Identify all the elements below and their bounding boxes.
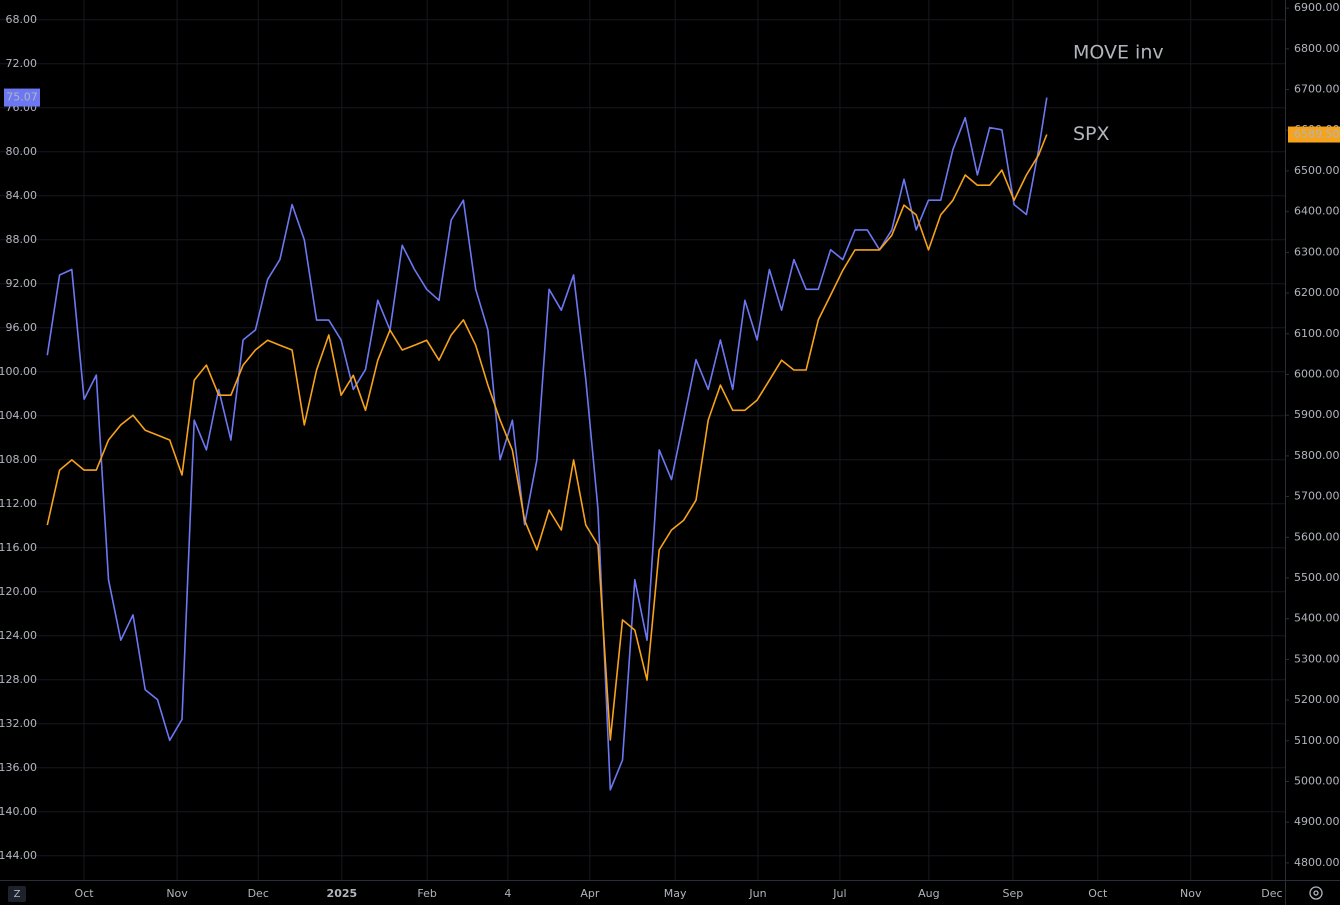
- y-tick-label: 120.00: [0, 585, 37, 598]
- y-tick-label: 100.00: [0, 365, 37, 378]
- y2-tick-label: 5100.00: [1294, 734, 1340, 747]
- y2-tick-label: 5900.00: [1294, 408, 1340, 421]
- x-tick-label: Nov: [166, 887, 188, 900]
- y2-tick-label: 6200.00: [1294, 286, 1340, 299]
- y-tick-label: 140.00: [0, 805, 37, 818]
- plot: [46, 97, 1048, 791]
- y-tick-label: 136.00: [0, 761, 37, 774]
- price-tag: [4, 88, 40, 107]
- y2-tick-label: 6300.00: [1294, 245, 1340, 258]
- timezone-button[interactable]: [8, 886, 26, 902]
- x-tick-label: Aug: [918, 887, 939, 900]
- y-tick-label: 84.00: [6, 189, 38, 202]
- settings-button[interactable]: [1309, 886, 1323, 900]
- y2-tick-label: 5500.00: [1294, 571, 1340, 584]
- y2-tick-label: 5300.00: [1294, 652, 1340, 665]
- y2-tick-label: 4900.00: [1294, 815, 1340, 828]
- y-tick-label: 128.00: [0, 673, 37, 686]
- y2-tick-label: 5200.00: [1294, 693, 1340, 706]
- y-tick-label: 116.00: [0, 541, 37, 554]
- price-tag-label: 75.07: [6, 91, 38, 104]
- legend-label: SPX: [1073, 123, 1110, 145]
- x-tick-label: Jun: [748, 887, 766, 900]
- price-tag-label: 6589.50: [1294, 128, 1340, 141]
- x-tick-label: Jul: [832, 887, 846, 900]
- x-tick-label: Nov: [1180, 887, 1202, 900]
- y2-tick-label: 4800.00: [1294, 856, 1340, 869]
- y2-tick-label: 6400.00: [1294, 205, 1340, 218]
- y-tick-label: 108.00: [0, 453, 37, 466]
- y2-tick-label: 6800.00: [1294, 42, 1340, 55]
- y-tick-label: 72.00: [6, 57, 38, 70]
- x-tick-label: Sep: [1003, 887, 1024, 900]
- x-tick-label: Dec: [1261, 887, 1282, 900]
- y2-tick-label: 5400.00: [1294, 612, 1340, 625]
- x-tick-label: Apr: [580, 887, 600, 900]
- x-tick-label: Feb: [417, 887, 436, 900]
- series-line: [46, 134, 1048, 741]
- timezone-icon: Z: [14, 889, 21, 900]
- y2-tick-label: 6900.00: [1294, 1, 1340, 14]
- y2-tick-label: 6000.00: [1294, 367, 1340, 380]
- y-tick-label: 68.00: [6, 13, 38, 26]
- y-tick-label: 80.00: [6, 145, 38, 158]
- y2-tick-label: 5600.00: [1294, 530, 1340, 543]
- y2-tick-label: 6100.00: [1294, 327, 1340, 340]
- x-tick-label: 2025: [327, 887, 358, 900]
- y-tick-label: 88.00: [6, 233, 38, 246]
- y-tick-label: 96.00: [6, 321, 38, 334]
- settings-icon: [1313, 890, 1319, 896]
- y2-tick-label: 5800.00: [1294, 449, 1340, 462]
- y2-tick-label: 6700.00: [1294, 83, 1340, 96]
- y-tick-label: 112.00: [0, 497, 37, 510]
- grid: [0, 0, 1285, 880]
- x-tick-label: Dec: [248, 887, 269, 900]
- y-tick-label: 132.00: [0, 717, 37, 730]
- series-line: [46, 97, 1048, 791]
- y2-tick-label: 5000.00: [1294, 774, 1340, 787]
- y-tick-label: 104.00: [0, 409, 37, 422]
- legend-label: MOVE inv: [1073, 42, 1164, 64]
- x-tick-label: Oct: [1088, 887, 1108, 900]
- price-tag: [1288, 126, 1340, 143]
- y-tick-label: 144.00: [0, 849, 37, 862]
- x-tick-label: Oct: [75, 887, 95, 900]
- y-tick-label: 92.00: [6, 277, 38, 290]
- y2-tick-label: 6500.00: [1294, 164, 1340, 177]
- y2-tick-label: 5700.00: [1294, 490, 1340, 503]
- y-tick-label: 124.00: [0, 629, 37, 642]
- x-tick-label: 4: [504, 887, 511, 900]
- x-tick-label: May: [664, 887, 687, 900]
